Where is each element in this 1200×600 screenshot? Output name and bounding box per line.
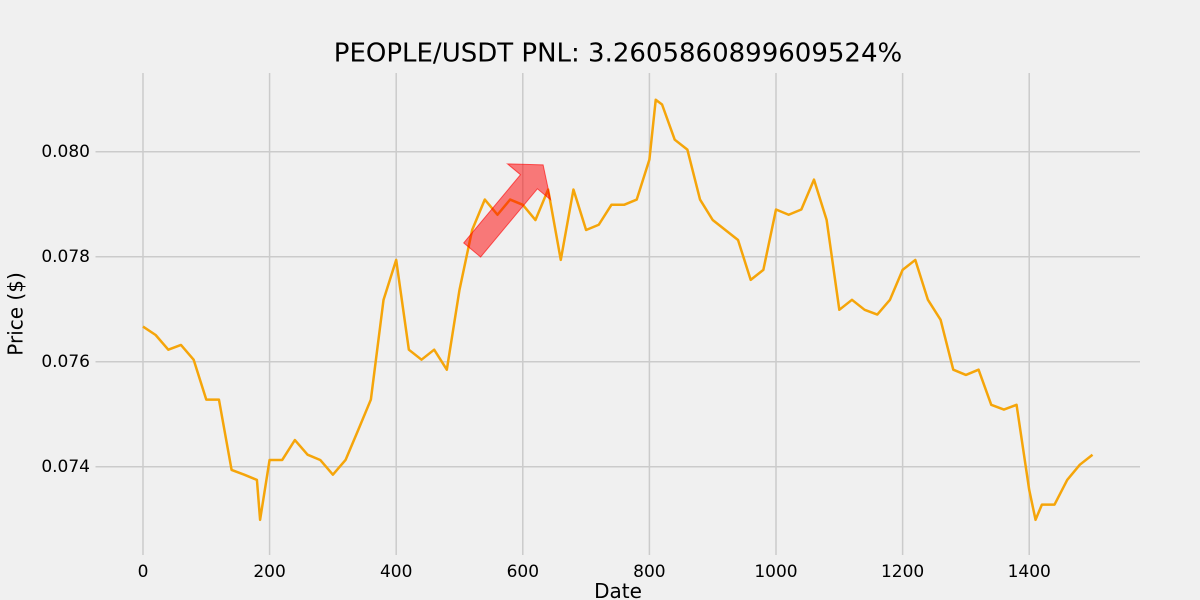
y-tick-label: 0.074 [41, 457, 90, 477]
x-tick-label: 200 [253, 562, 285, 582]
trade-arrow [462, 163, 552, 258]
y-axis-label: Price ($) [4, 272, 28, 355]
x-tick-label: 0 [138, 562, 149, 582]
price-line [142, 98, 1094, 522]
y-tick-label: 0.080 [41, 142, 90, 162]
x-tick-label: 400 [380, 562, 412, 582]
x-axis-label: Date [594, 579, 642, 600]
y-tick-label: 0.078 [41, 247, 90, 267]
x-tick-label: 800 [633, 562, 665, 582]
x-tick-label: 600 [507, 562, 539, 582]
x-tick-label: 1200 [881, 562, 924, 582]
x-tick-label: 1400 [1008, 562, 1051, 582]
chart-title: PEOPLE/USDT PNL: 3.2605860899609524% [334, 39, 902, 69]
y-tick-label: 0.076 [41, 352, 90, 372]
x-tick-label: 1000 [754, 562, 797, 582]
